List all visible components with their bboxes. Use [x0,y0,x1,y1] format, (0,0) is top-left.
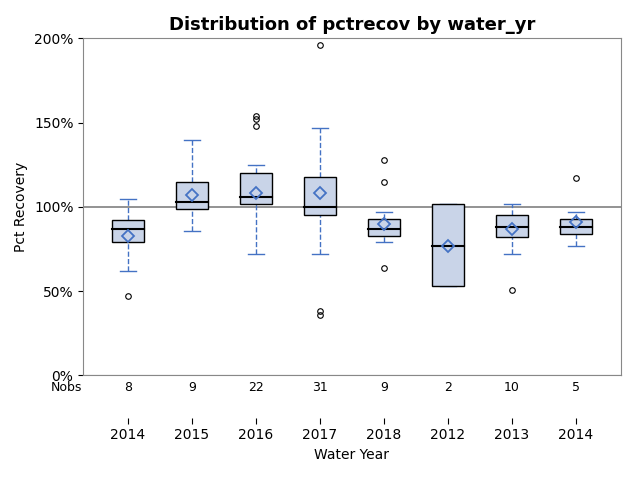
Text: Nobs: Nobs [51,381,82,394]
Bar [304,177,336,216]
Text: 22: 22 [248,381,264,394]
Bar [112,220,144,242]
Bar [432,204,464,286]
Bar [240,173,272,204]
Text: 9: 9 [380,381,388,394]
Text: 10: 10 [504,381,520,394]
Y-axis label: Pct Recovery: Pct Recovery [15,162,28,252]
Text: 8: 8 [124,381,132,394]
Text: 5: 5 [572,381,580,394]
Bar [496,216,528,237]
Text: 31: 31 [312,381,328,394]
Bar [368,219,400,236]
Title: Distribution of pctrecov by water_yr: Distribution of pctrecov by water_yr [169,16,535,34]
Text: 9: 9 [188,381,196,394]
X-axis label: Water Year: Water Year [314,447,390,462]
Bar [560,219,592,234]
Text: 2: 2 [444,381,452,394]
Bar [176,181,208,209]
